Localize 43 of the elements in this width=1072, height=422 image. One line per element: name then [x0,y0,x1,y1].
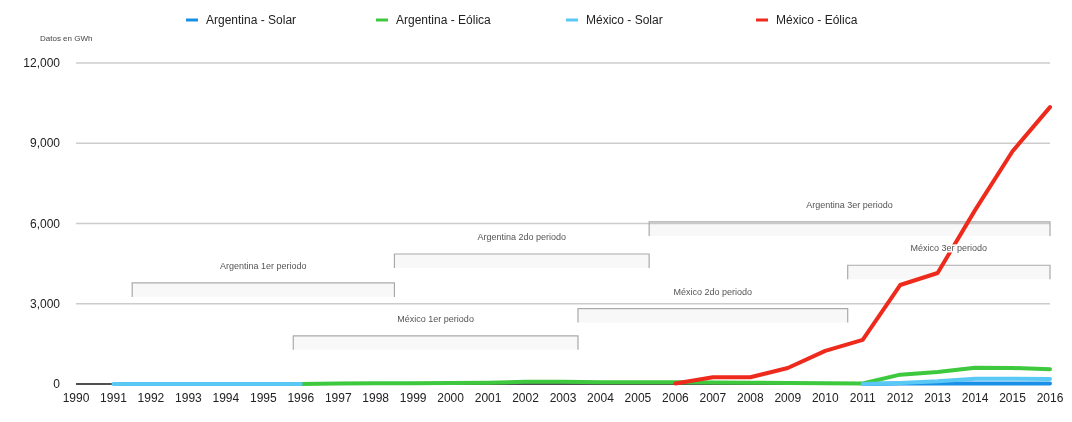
x-tick-label: 2008 [736,391,764,405]
x-tick-label: 1997 [324,391,352,405]
y-axis-title: Datos en GWh [40,34,93,43]
y-tick-label: 3,000 [29,296,61,311]
x-tick-label: 2012 [886,391,914,405]
x-tick-label: 2015 [999,391,1027,405]
band-label: Argentina 1er periodo [220,260,307,271]
x-tick-label: 2003 [549,391,577,405]
x-tick-label: 1991 [100,391,128,405]
line-series [673,105,1052,386]
x-tick-label: 1993 [175,391,203,405]
x-tick-label: 2007 [699,391,727,405]
x-tick-label: 2000 [437,391,465,405]
x-tick-label: 2006 [662,391,690,405]
x-tick-label: 1990 [62,391,90,405]
band-label: Argentina 2do periodo [477,231,567,242]
x-tick-label: 1998 [362,391,390,405]
legend-label: México - Solar [586,13,663,28]
x-tick-label: 2014 [961,391,989,405]
x-tick-label: 1996 [287,391,315,405]
x-tick-label: 1994 [212,391,240,405]
legend-label: México - Eólica [776,13,858,28]
legend-label: Argentina - Solar [206,13,297,28]
x-tick-label: 2013 [924,391,952,405]
x-tick-label: 2011 [849,391,876,405]
y-tick-label: 9,000 [29,136,61,151]
x-tick-label: 1999 [399,391,427,405]
band-label: México 2do periodo [673,286,753,297]
x-tick-label: 2001 [474,391,502,405]
y-tick-label: 12,000 [23,56,61,71]
x-tick-label: 2002 [512,391,540,405]
x-tick-label: 2010 [811,391,839,405]
x-tick-label: 1992 [137,391,165,405]
legend-label: Argentina - Eólica [396,13,492,28]
y-tick-label: 0 [53,377,61,392]
x-tick-label: 2016 [1036,391,1064,405]
x-tick-label: 2004 [587,391,615,405]
band-label: Argentina 3er periodo [806,199,893,210]
x-tick-label: 2009 [774,391,802,405]
x-tick-label: 1995 [249,391,277,405]
x-tick-label: 2005 [624,391,652,405]
band-label: México 1er periodo [397,313,474,324]
y-tick-label: 6,000 [29,216,61,231]
